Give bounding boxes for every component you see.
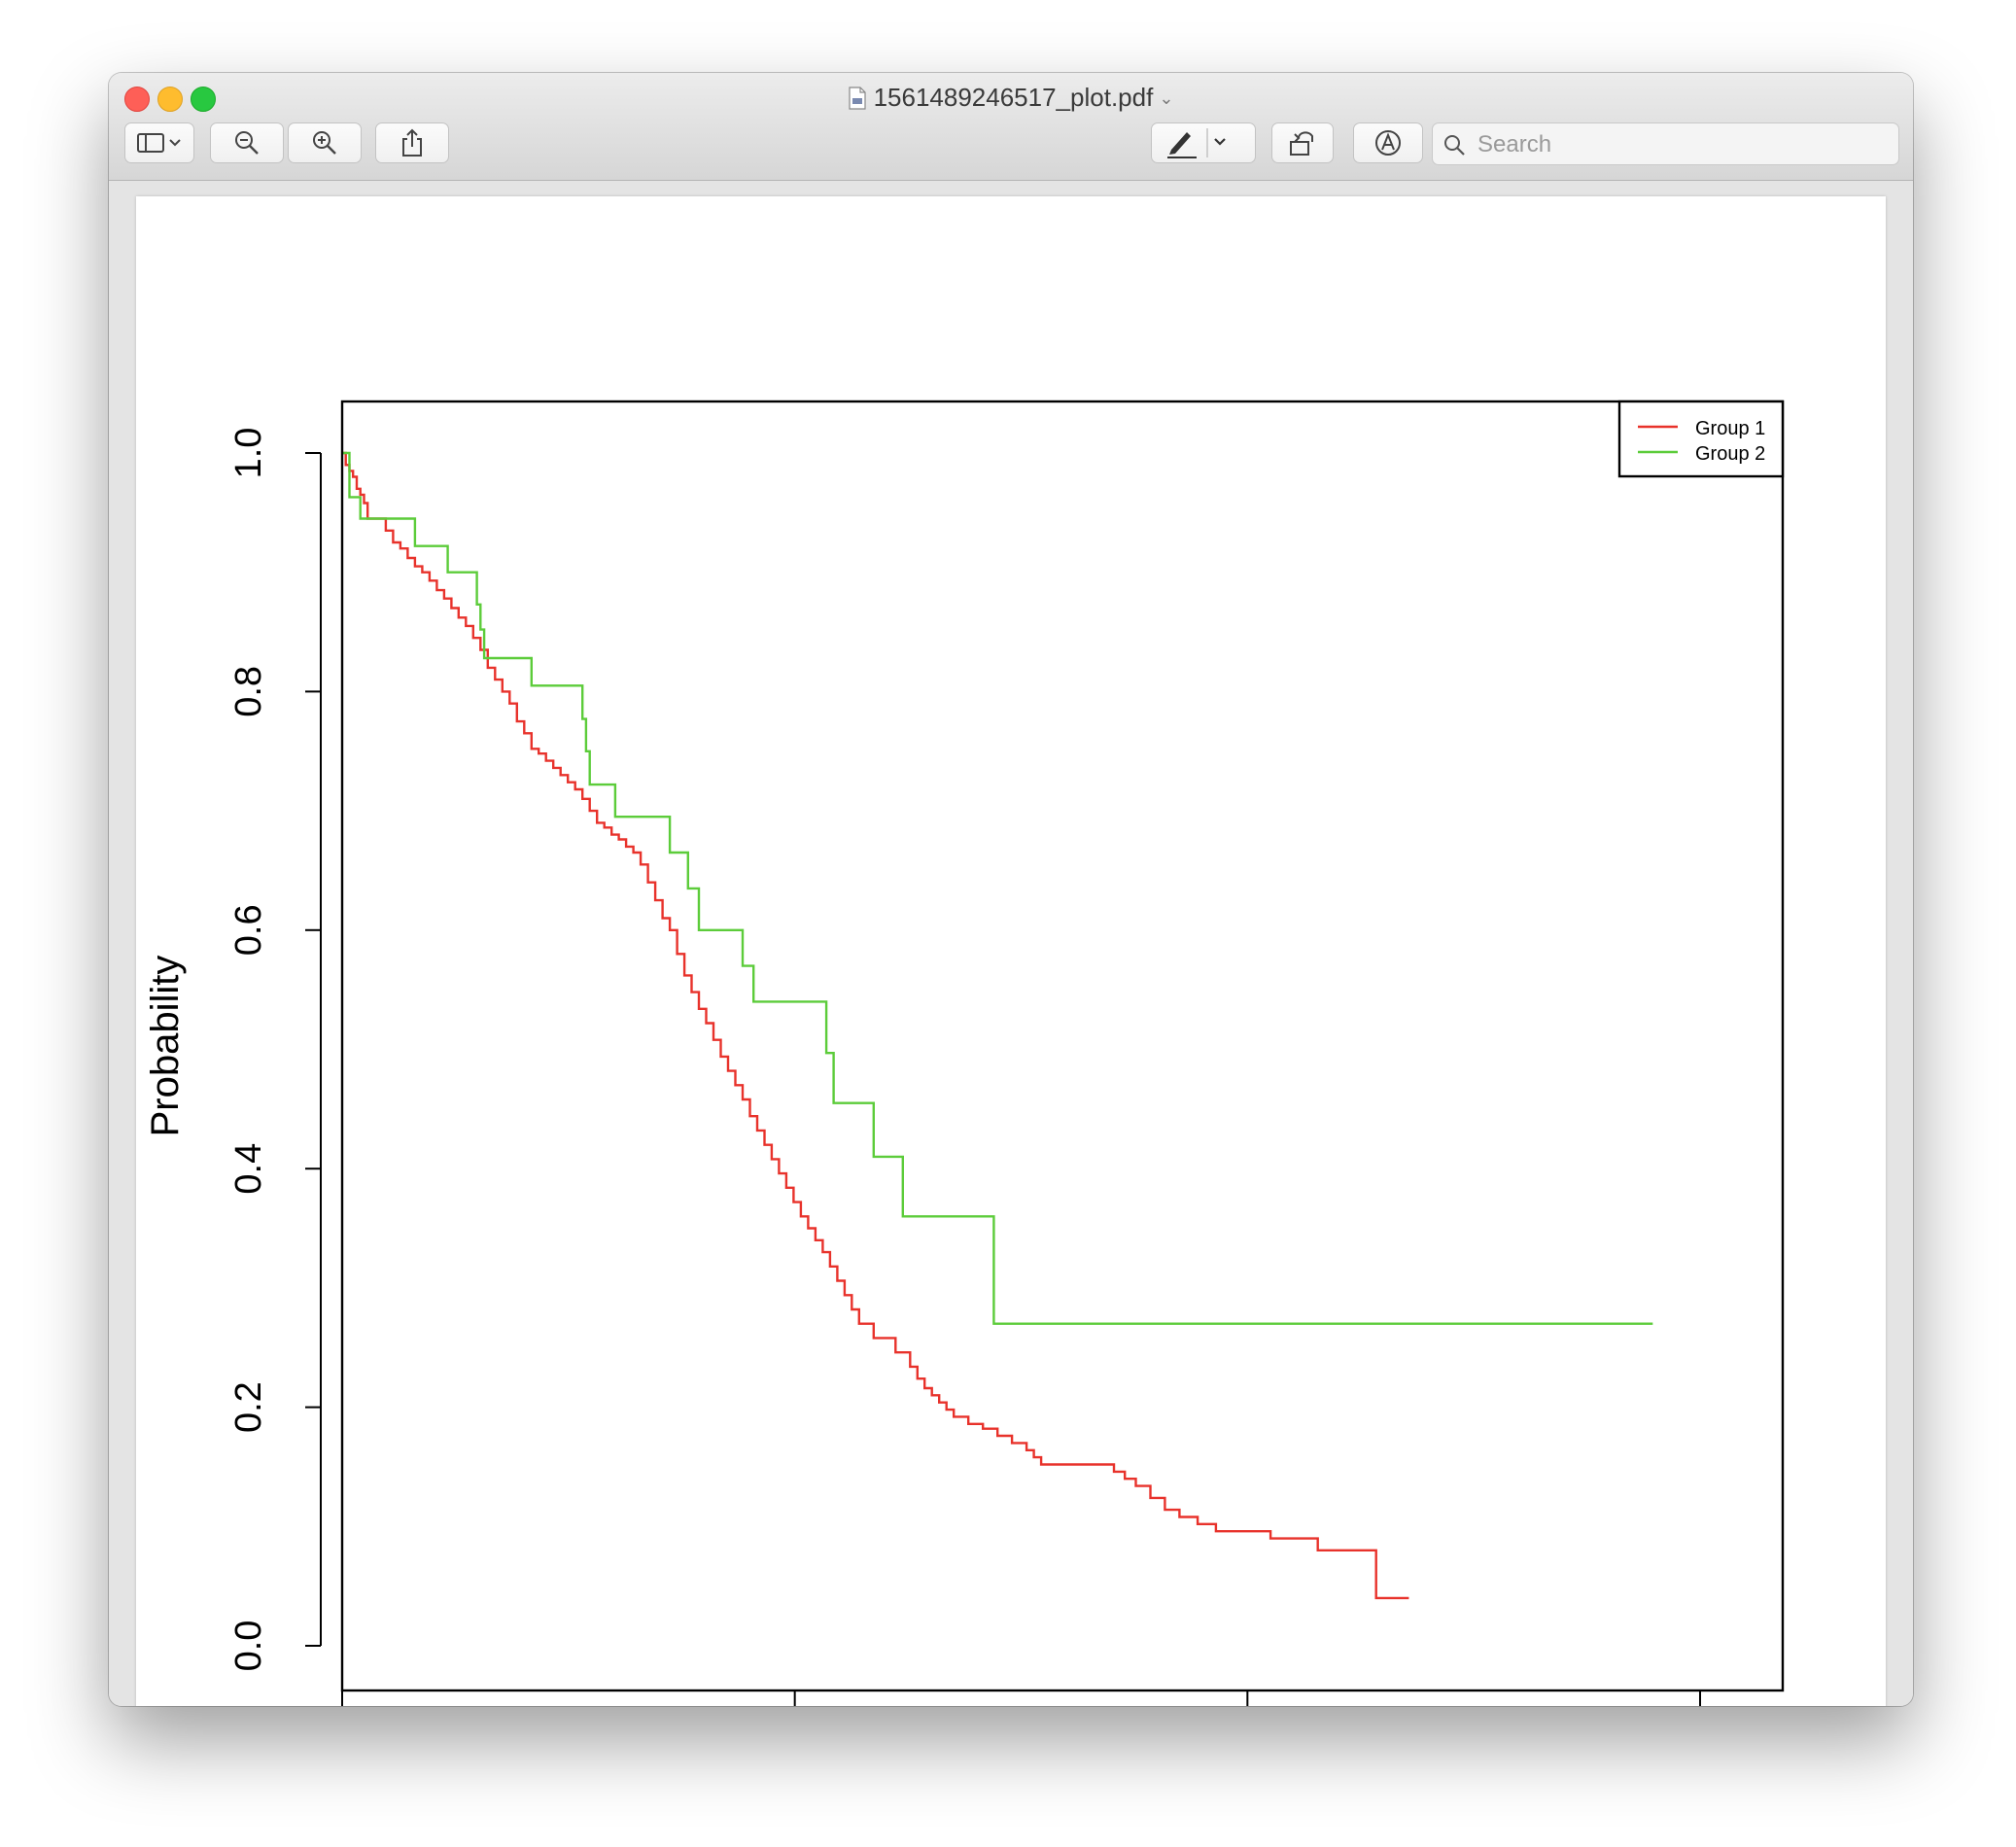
markup-toolbar-button[interactable] (1353, 122, 1423, 163)
markup-circle-icon (1375, 130, 1401, 156)
search-icon (1444, 135, 1465, 156)
zoom-in-button[interactable] (288, 122, 362, 163)
search-input[interactable] (1476, 129, 1888, 160)
y-axis-label: Probability (144, 956, 187, 1137)
legend-label-group-2: Group 2 (1695, 443, 1765, 465)
minimize-button[interactable] (157, 87, 183, 112)
pen-icon (1167, 128, 1226, 158)
survival-plot: 0.0 0.2 0.4 0.6 0.8 1.0 Probability Group 1 G… (144, 400, 1785, 1706)
zoom-out-icon (235, 131, 259, 155)
preview-window: 1561489246517_plot.pdf ⌄ (109, 73, 1913, 1706)
share-icon (402, 128, 422, 157)
legend-box (1617, 400, 1785, 478)
series-line-group-1 (342, 451, 1409, 1600)
window-title: 1561489246517_plot.pdf (873, 83, 1154, 112)
zoom-in-icon (313, 131, 336, 155)
y-tick-label: 0.2 (228, 1381, 269, 1433)
plot-frame (340, 400, 1785, 1692)
title-chevron-icon[interactable]: ⌄ (1159, 88, 1174, 108)
pdf-page: 0.0 0.2 0.4 0.6 0.8 1.0 Probability Group 1 G… (136, 196, 1886, 1706)
close-button[interactable] (124, 87, 150, 112)
y-tick-label: 0.4 (228, 1143, 269, 1195)
series-line-group-2 (342, 451, 1653, 1325)
document-area[interactable]: 0.0 0.2 0.4 0.6 0.8 1.0 Probability Group 1 G… (109, 181, 1913, 1706)
rotate-icon (1290, 131, 1313, 156)
rotate-button[interactable] (1271, 122, 1334, 163)
zoom-button[interactable] (191, 87, 216, 112)
markup-pen-button[interactable] (1151, 122, 1256, 163)
title-bar: 1561489246517_plot.pdf ⌄ (109, 73, 1913, 181)
x-axis (341, 1690, 1701, 1706)
sidebar-toggle-button[interactable] (124, 122, 194, 163)
y-tick-label: 1.0 (228, 428, 269, 479)
y-tick-label: 0.0 (228, 1620, 269, 1672)
sidebar-icon (137, 133, 181, 153)
zoom-out-button[interactable] (210, 122, 284, 163)
pdf-document-icon (848, 87, 866, 110)
window-title-area[interactable]: 1561489246517_plot.pdf ⌄ (109, 83, 1913, 113)
series-lines (342, 451, 1653, 1600)
y-tick-label: 0.8 (228, 666, 269, 717)
share-button[interactable] (375, 122, 449, 163)
y-axis: 0.0 0.2 0.4 0.6 0.8 1.0 (228, 428, 322, 1672)
legend-label-group-1: Group 1 (1695, 418, 1765, 439)
search-field[interactable] (1432, 122, 1899, 165)
legend: Group 1 Group 2 (1617, 400, 1785, 478)
y-tick-label: 0.6 (228, 904, 269, 956)
